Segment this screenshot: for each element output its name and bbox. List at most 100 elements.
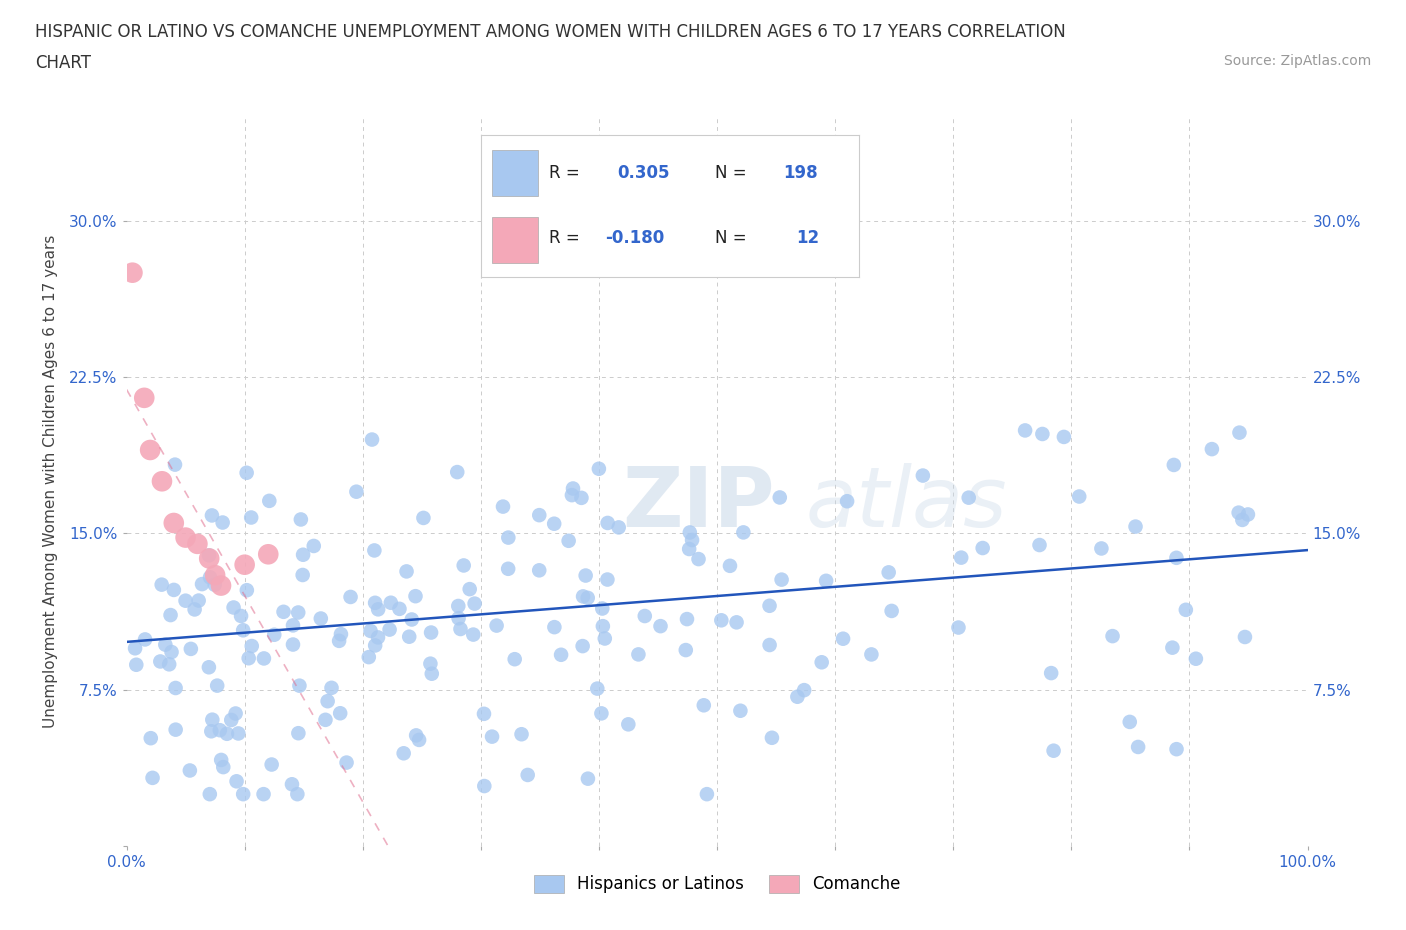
Text: CHART: CHART xyxy=(35,54,91,72)
Point xyxy=(134,391,156,405)
Point xyxy=(1042,743,1064,758)
Point xyxy=(209,752,232,767)
Point xyxy=(219,712,242,727)
Point xyxy=(485,618,508,633)
Point xyxy=(291,567,314,582)
Text: ZIP: ZIP xyxy=(623,463,775,544)
Point xyxy=(950,551,973,565)
Point xyxy=(1053,430,1076,445)
Point xyxy=(450,621,472,636)
Point xyxy=(1090,541,1112,556)
Point xyxy=(339,590,361,604)
Point xyxy=(591,706,613,721)
Point xyxy=(634,608,657,623)
Point xyxy=(675,643,697,658)
Point xyxy=(957,490,980,505)
Point xyxy=(204,578,226,592)
Point xyxy=(815,574,838,589)
Point xyxy=(174,593,197,608)
Point xyxy=(378,622,401,637)
Point xyxy=(810,655,832,670)
Text: atlas: atlas xyxy=(806,463,1007,544)
Point xyxy=(163,515,186,530)
Point xyxy=(463,627,485,642)
Text: HISPANIC OR LATINO VS COMANCHE UNEMPLOYMENT AMONG WOMEN WITH CHILDREN AGES 6 TO : HISPANIC OR LATINO VS COMANCHE UNEMPLOYM… xyxy=(35,23,1066,41)
Point xyxy=(364,595,387,610)
Point xyxy=(290,512,312,527)
Point xyxy=(287,605,309,620)
Point xyxy=(198,659,221,674)
Point xyxy=(200,724,222,738)
Point xyxy=(150,578,173,592)
Point xyxy=(235,465,257,480)
Point xyxy=(1232,512,1254,527)
Point xyxy=(472,778,495,793)
Point xyxy=(1237,507,1260,522)
Point xyxy=(550,647,572,662)
Point xyxy=(363,543,385,558)
Point xyxy=(222,600,245,615)
Point xyxy=(793,683,815,698)
Point xyxy=(571,490,593,505)
Point xyxy=(408,733,430,748)
Point xyxy=(281,618,304,632)
Point xyxy=(149,654,172,669)
Point xyxy=(287,787,309,802)
Point xyxy=(529,508,551,523)
Point xyxy=(208,723,231,737)
Point xyxy=(180,642,202,657)
Point xyxy=(725,615,748,630)
Point xyxy=(575,568,598,583)
Point xyxy=(209,578,232,593)
Point xyxy=(165,681,187,696)
Point xyxy=(516,767,538,782)
Point xyxy=(650,618,672,633)
Point xyxy=(309,611,332,626)
Point xyxy=(225,706,247,721)
Point xyxy=(576,771,599,786)
Point xyxy=(288,678,311,693)
Point xyxy=(596,515,619,530)
Point xyxy=(367,630,389,644)
Point xyxy=(496,562,519,577)
Point xyxy=(329,706,352,721)
Point xyxy=(911,468,934,483)
Point xyxy=(232,787,254,802)
Point xyxy=(211,515,233,530)
Point xyxy=(191,577,214,591)
Point xyxy=(257,547,280,562)
Point xyxy=(302,538,325,553)
Point xyxy=(498,530,520,545)
Point xyxy=(770,572,793,587)
Point xyxy=(1227,505,1250,520)
Point xyxy=(758,598,780,613)
Point xyxy=(1028,538,1050,552)
Point xyxy=(228,726,250,741)
Point xyxy=(481,729,503,744)
Point xyxy=(395,564,418,578)
Point xyxy=(786,689,808,704)
Point xyxy=(730,703,752,718)
Point xyxy=(201,508,224,523)
Point xyxy=(165,723,187,737)
Point xyxy=(1126,739,1149,754)
Point xyxy=(198,548,221,563)
Point xyxy=(758,638,780,653)
Point xyxy=(617,717,640,732)
Point xyxy=(259,494,281,509)
Point xyxy=(510,726,533,741)
Text: Source: ZipAtlas.com: Source: ZipAtlas.com xyxy=(1223,54,1371,68)
Point xyxy=(198,570,221,585)
Point xyxy=(335,755,357,770)
Point xyxy=(183,602,205,617)
Point xyxy=(198,551,221,565)
Point xyxy=(1101,629,1123,644)
Point xyxy=(710,613,733,628)
Point xyxy=(588,461,610,476)
Point xyxy=(576,591,599,605)
Point xyxy=(761,730,783,745)
Point xyxy=(225,774,247,789)
Point xyxy=(529,563,551,578)
Point xyxy=(1119,714,1142,729)
Point xyxy=(592,618,614,633)
